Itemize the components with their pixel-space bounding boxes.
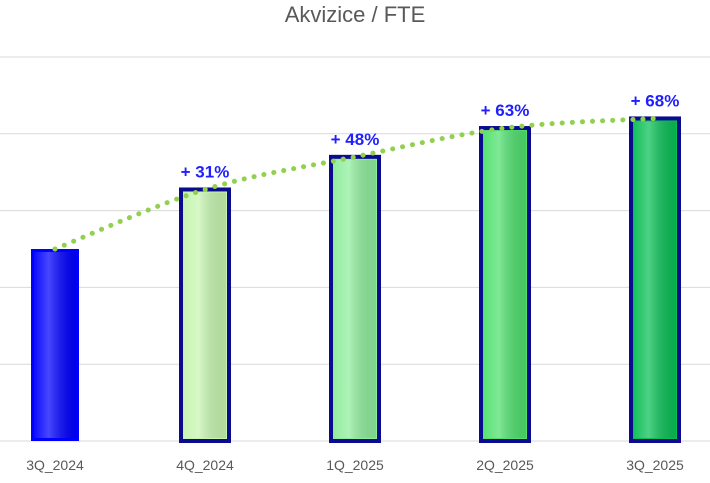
data-label-2Q_2025: + 63%	[481, 101, 530, 120]
bar-shine-4Q_2024	[184, 192, 226, 438]
x-tick-label: 3Q_2024	[26, 457, 84, 473]
bar-shine-3Q_2025	[634, 121, 676, 438]
chart-title: Akvizice / FTE	[284, 2, 426, 27]
x-tick-label: 4Q_2024	[176, 457, 234, 473]
x-tick-label: 3Q_2025	[626, 457, 684, 473]
data-label-3Q_2025: + 68%	[631, 91, 680, 110]
x-tick-label: 1Q_2025	[326, 457, 384, 473]
data-label-4Q_2024: + 31%	[181, 162, 230, 181]
x-tick-label: 2Q_2025	[476, 457, 534, 473]
data-label-1Q_2025: + 48%	[331, 130, 380, 149]
trendline	[52, 115, 658, 252]
bar-shine-1Q_2025	[334, 159, 376, 438]
bar-shine-2Q_2025	[484, 131, 526, 439]
bar-shine-3Q_2024	[34, 252, 76, 438]
